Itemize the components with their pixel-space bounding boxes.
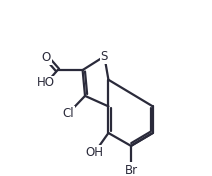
Text: OH: OH — [86, 146, 104, 159]
Text: O: O — [42, 51, 51, 64]
Text: Br: Br — [124, 164, 138, 176]
Text: HO: HO — [37, 77, 55, 89]
Text: Cl: Cl — [62, 107, 74, 120]
Text: S: S — [101, 50, 108, 63]
